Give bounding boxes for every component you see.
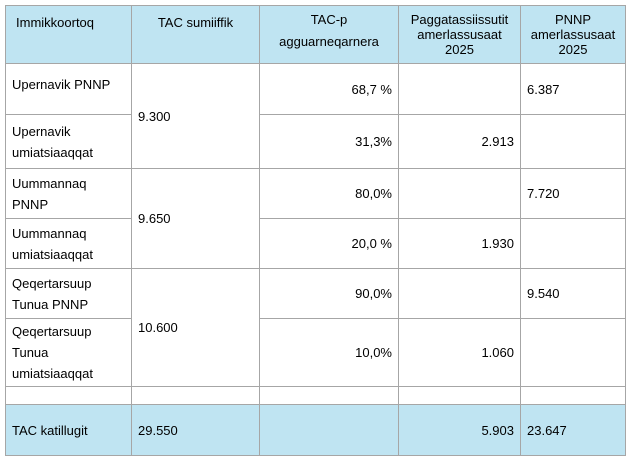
share-qeqertarsuup-tunua-umiatsiaaqqat: 10,0% bbox=[259, 318, 399, 387]
spacer-cell bbox=[131, 386, 260, 405]
total-tac: 29.550 bbox=[131, 404, 260, 456]
share-uummannaq-umiatsiaaqqat: 20,0 % bbox=[259, 218, 399, 269]
quota-uummannaq-umiatsiaaqqat: 1.930 bbox=[398, 218, 521, 269]
quota-upernavik-pnnp bbox=[398, 63, 521, 115]
header-immikkoortoq: Immikkoortoq bbox=[5, 5, 132, 64]
row-name-upernavik-umiatsiaaqqat: Upernavik umiatsiaaqqat bbox=[5, 114, 132, 169]
total-share bbox=[259, 404, 399, 456]
row-name-qeqertarsuup-tunua-umiatsiaaqqat: Qeqertarsuup Tunua umiatsiaaqqat bbox=[5, 318, 132, 387]
tac-value-qeqertarsuup-tunua: 10.600 bbox=[131, 268, 260, 387]
table-row: Qeqertarsuup Tunua umiatsiaaqqat 10,0% 1.0… bbox=[5, 318, 626, 387]
pnnp-uummannaq-umiatsiaaqqat bbox=[520, 218, 626, 269]
quota-upernavik-umiatsiaaqqat: 2.913 bbox=[398, 114, 521, 169]
table-row: Qeqertarsuup Tunua PNNP 10.600 90,0% 9.54… bbox=[5, 268, 626, 387]
total-label: TAC katillugit bbox=[5, 404, 132, 456]
row-name-uummannaq-pnnp: Uummannaq PNNP bbox=[5, 168, 132, 219]
spacer-row bbox=[5, 386, 626, 405]
header-pnnp: PNNP amerlassusaat 2025 bbox=[520, 5, 626, 64]
total-quota: 5.903 bbox=[398, 404, 521, 456]
quota-uummannaq-pnnp bbox=[398, 168, 521, 219]
row-name-uummannaq-umiatsiaaqqat: Uummannaq umiatsiaaqqat bbox=[5, 218, 132, 269]
spacer-cell bbox=[259, 386, 399, 405]
row-name-upernavik-pnnp: Upernavik PNNP bbox=[5, 63, 132, 115]
header-row: Immikkoortoq TAC sumiiffik TAC-p agguarne… bbox=[5, 5, 626, 64]
header-paggatassiissutit: Paggatassiissutit amerlassusaat 2025 bbox=[398, 5, 521, 64]
table-row: Upernavik umiatsiaaqqat 31,3% 2.913 bbox=[5, 114, 626, 169]
total-pnnp: 23.647 bbox=[520, 404, 626, 456]
quota-qeqertarsuup-tunua-pnnp bbox=[398, 268, 521, 319]
tac-allocation-table: Immikkoortoq TAC sumiiffik TAC-p agguarne… bbox=[5, 5, 626, 456]
pnnp-upernavik-pnnp: 6.387 bbox=[520, 63, 626, 115]
pnnp-qeqertarsuup-tunua-umiatsiaaqqat bbox=[520, 318, 626, 387]
pnnp-uummannaq-pnnp: 7.720 bbox=[520, 168, 626, 219]
header-tac-sumiiffik: TAC sumiiffik bbox=[131, 5, 260, 64]
quota-qeqertarsuup-tunua-umiatsiaaqqat: 1.060 bbox=[398, 318, 521, 387]
tac-value-upernavik: 9.300 bbox=[131, 63, 260, 169]
table-row: Uummannaq PNNP 9.650 80,0% 7.720 bbox=[5, 168, 626, 269]
spacer-cell bbox=[520, 386, 626, 405]
share-upernavik-pnnp: 68,7 % bbox=[259, 63, 399, 115]
header-tac-agguarneqarnera: TAC-p agguarneqarnera bbox=[259, 5, 399, 64]
row-name-qeqertarsuup-tunua-pnnp: Qeqertarsuup Tunua PNNP bbox=[5, 268, 132, 319]
total-row: TAC katillugit 29.550 5.903 23.647 bbox=[5, 404, 626, 456]
spacer-cell bbox=[398, 386, 521, 405]
pnnp-qeqertarsuup-tunua-pnnp: 9.540 bbox=[520, 268, 626, 319]
tac-value-uummannaq: 9.650 bbox=[131, 168, 260, 269]
table-row: Uummannaq umiatsiaaqqat 20,0 % 1.930 bbox=[5, 218, 626, 269]
table-row: Upernavik PNNP 9.300 68,7 % 6.387 bbox=[5, 63, 626, 169]
pnnp-upernavik-umiatsiaaqqat bbox=[520, 114, 626, 169]
spacer-cell bbox=[5, 386, 132, 405]
share-uummannaq-pnnp: 80,0% bbox=[259, 168, 399, 219]
share-qeqertarsuup-tunua-pnnp: 90,0% bbox=[259, 268, 399, 319]
share-upernavik-umiatsiaaqqat: 31,3% bbox=[259, 114, 399, 169]
tac-table-container: Immikkoortoq TAC sumiiffik TAC-p agguarne… bbox=[5, 5, 626, 456]
